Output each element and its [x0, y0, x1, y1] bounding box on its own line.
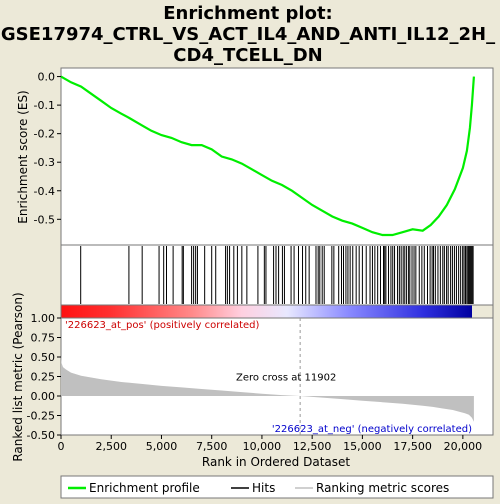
negative-label: '226623_at_neg' (negatively correlated): [272, 424, 472, 435]
es-y-tick-label: -0.2: [34, 128, 55, 141]
es-y-tick-label: -0.1: [34, 99, 55, 112]
metric-y-tick-label: -0.50: [27, 429, 55, 442]
metric-y-axis: 1.00 0.75 0.50 0.25 0.00 -0.25 -0.50: [27, 312, 61, 442]
rank-color-bar: [61, 305, 472, 318]
es-y-tick-label: -0.5: [34, 213, 55, 226]
rank-x-axis: 0 2,500 5,000 7,500 10,000 12,500 15,000 17,500…: [58, 435, 483, 453]
es-y-tick-label: -0.4: [34, 185, 55, 198]
es-y-axis: 0.0 -0.1 -0.2 -0.3 -0.4 -0.5: [34, 71, 61, 226]
zero-cross-label: Zero cross at 11902: [236, 373, 336, 384]
legend-hits-label: Hits: [252, 481, 275, 495]
positive-label: '226623_at_pos' (positively correlated): [65, 320, 259, 331]
legend-metric-label: Ranking metric scores: [316, 481, 449, 495]
metric-area: [61, 355, 474, 422]
title-line-3: CD4_TCELL_DN: [173, 45, 322, 66]
metric-y-tick-label: 0.00: [31, 390, 56, 403]
x-tick-label: 5,000: [146, 440, 178, 453]
title-line-2: GSE17974_CTRL_VS_ACT_IL4_AND_ANTI_IL12_2…: [1, 24, 495, 45]
x-axis-label: Rank in Ordered Dataset: [202, 455, 350, 469]
es-y-label: Enrichment score (ES): [16, 90, 30, 223]
legend-box: [60, 475, 494, 499]
metric-y-tick-label: 0.50: [31, 351, 56, 364]
x-tick-label: 0: [58, 440, 65, 453]
hits-marks: [80, 246, 474, 304]
metric-y-tick-label: 0.75: [31, 332, 56, 345]
x-tick-label: 17,500: [393, 440, 432, 453]
x-tick-label: 20,000: [444, 440, 483, 453]
legend-enrichment-label: Enrichment profile: [89, 481, 200, 495]
es-series-line: [60, 75, 475, 237]
metric-y-label: Ranked list metric (Pearson): [11, 292, 25, 461]
hits-panel-frame: [60, 244, 494, 306]
x-tick-label: 12,500: [293, 440, 332, 453]
x-tick-label: 7,500: [196, 440, 228, 453]
es-y-tick-label: 0.0: [38, 71, 56, 84]
title-line-1: Enrichment plot:: [163, 3, 333, 24]
x-tick-label: 10,000: [243, 440, 282, 453]
metric-y-tick-label: 0.25: [31, 371, 56, 384]
chart-title: Enrichment plot: GSE17974_CTRL_VS_ACT_IL…: [1, 3, 495, 66]
x-tick-label: 15,000: [343, 440, 382, 453]
metric-y-tick-label: 1.00: [31, 312, 56, 325]
es-y-tick-label: -0.3: [34, 156, 55, 169]
x-tick-label: 2,500: [95, 440, 127, 453]
es-panel-frame: [60, 67, 494, 246]
metric-y-tick-label: -0.25: [27, 410, 55, 423]
